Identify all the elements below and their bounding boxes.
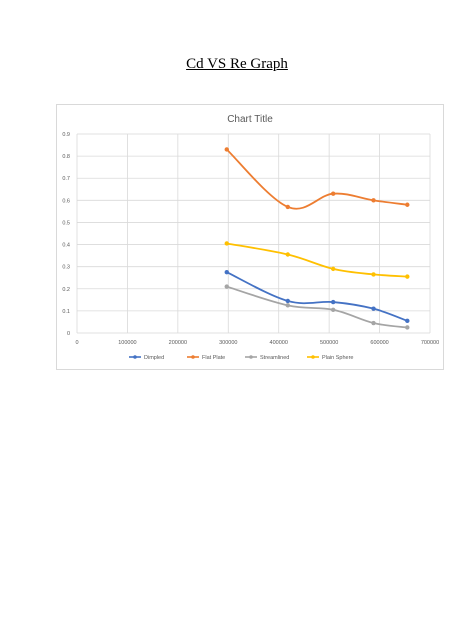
chart-container: Chart Title 0 0.1 0.2 0.3 0.4 0.5 0.6 0.7 0.8 0.9… <box>56 104 444 370</box>
data-point-streamlined <box>330 307 336 312</box>
data-point-streamlined <box>285 303 290 308</box>
legend-marker-streamlined <box>249 355 253 359</box>
chart-title: Chart Title <box>227 114 273 125</box>
series-group <box>224 147 410 330</box>
data-point-flat-plate <box>285 204 290 210</box>
data-point-dimpled <box>224 269 229 275</box>
legend-marker-dimpled <box>133 355 137 359</box>
legend-marker-plain-sphere <box>311 355 315 359</box>
legend-label-flat-plate: Flat Plate <box>202 355 225 361</box>
data-point-plain-sphere <box>371 272 376 277</box>
data-point-plain-sphere <box>330 266 336 272</box>
x-tick-label: 600000 <box>370 340 388 346</box>
y-tick-label: 0.7 <box>62 176 70 182</box>
x-tick-label: 400000 <box>270 340 288 346</box>
chart-svg: Chart Title 0 0.1 0.2 0.3 0.4 0.5 0.6 0.7 0.8 0.9… <box>62 114 439 361</box>
series-line-dimpled <box>226 271 408 322</box>
data-point-dimpled <box>405 318 410 324</box>
data-point-streamlined <box>405 325 410 330</box>
data-point-dimpled <box>371 306 376 311</box>
data-point-dimpled <box>285 298 290 304</box>
series-line-flat-plate <box>226 148 408 210</box>
x-tick-label: 0 <box>75 340 78 346</box>
y-tick-label: 0.3 <box>62 265 70 271</box>
x-tick-label: 700000 <box>421 340 439 346</box>
x-tick-label: 500000 <box>320 340 338 346</box>
data-point-flat-plate <box>371 198 376 203</box>
page-heading: Cd VS Re Graph <box>186 56 288 72</box>
data-point-plain-sphere <box>405 274 410 279</box>
data-point-flat-plate <box>330 191 336 196</box>
y-tick-label: 0.1 <box>62 309 70 315</box>
data-point-plain-sphere <box>285 252 290 257</box>
legend: Dimpled Flat Plate Streamlined Plain Sphere <box>129 355 354 361</box>
data-point-flat-plate <box>224 147 229 152</box>
x-tick-label: 200000 <box>169 340 187 346</box>
data-point-streamlined <box>371 320 376 326</box>
y-tick-label: 0 <box>67 331 70 337</box>
data-point-dimpled <box>330 299 336 305</box>
data-point-streamlined <box>224 284 229 289</box>
axis-ticks: 0 0.1 0.2 0.3 0.4 0.5 0.6 0.7 0.8 0.9 0 100000 20000… <box>62 132 439 346</box>
data-point-flat-plate <box>405 202 410 207</box>
y-tick-label: 0.5 <box>62 220 70 226</box>
y-tick-label: 0.6 <box>62 198 70 204</box>
y-tick-label: 0.4 <box>62 243 70 249</box>
legend-label-plain-sphere: Plain Sphere <box>322 355 354 361</box>
x-tick-label: 300000 <box>219 340 237 346</box>
y-tick-label: 0.9 <box>62 132 70 138</box>
x-tick-label: 100000 <box>118 340 136 346</box>
legend-marker-flat-plate <box>191 355 195 359</box>
y-tick-label: 0.2 <box>62 287 70 293</box>
series-line-streamlined <box>226 285 408 329</box>
legend-label-dimpled: Dimpled <box>144 355 164 361</box>
series-line-plain-sphere <box>226 242 408 278</box>
legend-label-streamlined: Streamlined <box>260 355 289 361</box>
data-point-plain-sphere <box>224 241 229 246</box>
y-tick-label: 0.8 <box>62 154 70 160</box>
gridlines <box>76 133 431 334</box>
